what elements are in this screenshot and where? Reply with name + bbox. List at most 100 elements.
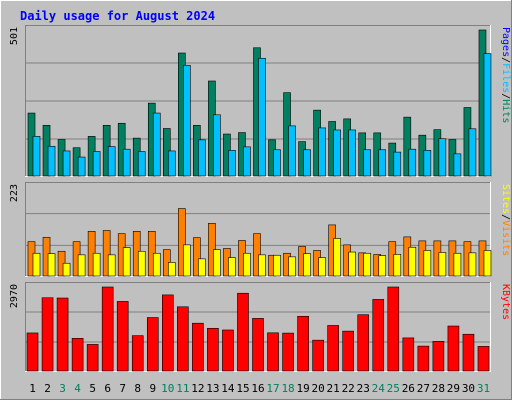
kbytes-panel: 2970 KBytes	[9, 282, 511, 372]
kbytes-bar-rect	[71, 338, 84, 372]
kbytes-bar	[372, 299, 385, 372]
kbytes-bar	[387, 286, 400, 372]
kbytes-bar-rect	[26, 332, 39, 372]
files-bar-rect	[483, 53, 492, 177]
files-bar-rect	[468, 128, 477, 177]
files-bar-rect	[243, 146, 251, 177]
kbytes-bar-rect	[462, 333, 475, 372]
x-tick-label: 4	[74, 382, 81, 395]
files-bar-rect	[348, 129, 356, 177]
files-bar	[62, 150, 71, 177]
legend-pages: Pages	[500, 27, 511, 57]
files-bar-rect	[47, 145, 56, 177]
sites-bar-rect	[243, 252, 251, 277]
kbytes-bar	[116, 301, 129, 372]
kbytes-bar-rect	[297, 315, 309, 372]
files-bar-rect	[62, 150, 71, 177]
sites-bar	[468, 252, 477, 277]
sites-bar-rect	[213, 249, 221, 277]
kbytes-bar-rect	[447, 325, 460, 372]
files-bar-rect	[378, 149, 387, 177]
kbytes-bar-rect	[282, 332, 294, 372]
sites-bar	[152, 252, 161, 277]
kbytes-bar	[297, 315, 309, 372]
files-bar	[122, 148, 131, 177]
files-bar-rect	[122, 148, 131, 177]
kbytes-bar-rect	[432, 341, 445, 372]
kbytes-bar-rect	[267, 332, 279, 372]
files-bar	[303, 149, 311, 177]
files-bar	[258, 57, 266, 177]
files-bar-rect	[107, 146, 116, 177]
sites-bar-rect	[183, 244, 191, 277]
visits-bar	[193, 237, 201, 277]
sites-bar	[183, 244, 191, 277]
files-bar-rect	[303, 149, 311, 177]
kbytes-bar-rect	[222, 329, 234, 372]
x-tick-label: 24	[372, 382, 386, 395]
kbytes-bar	[131, 335, 144, 372]
files-bar-rect	[258, 57, 266, 177]
files-bar	[483, 53, 492, 177]
files-bar-rect	[77, 156, 86, 177]
hits-files-legend-separator: /	[500, 57, 511, 63]
kbytes-bar	[207, 327, 219, 372]
files-bar	[333, 129, 341, 177]
sites-bar	[243, 252, 251, 277]
kbytes-bar-rect	[237, 292, 249, 372]
x-tick-label: 21	[327, 382, 340, 395]
kbytes-bar-rect	[402, 337, 415, 372]
files-bar-rect	[183, 64, 191, 177]
files-bar	[393, 151, 402, 177]
files-bar-rect	[393, 151, 402, 177]
x-tick-label: 1	[29, 382, 36, 395]
files-bar	[348, 129, 356, 177]
visits-sites-legend-separator: /	[500, 214, 511, 220]
x-tick-label: 11	[176, 382, 189, 395]
sites-bar	[288, 256, 296, 277]
sites-bar	[92, 252, 101, 277]
kbytes-bar	[86, 344, 99, 372]
sites-bar	[198, 258, 206, 277]
files-bar-rect	[137, 151, 146, 177]
kbytes-bar-rect	[86, 344, 99, 372]
files-bar	[468, 128, 477, 177]
kbytes-bar	[56, 297, 69, 372]
sites-bar-rect	[92, 252, 101, 277]
files-bar-rect	[92, 151, 101, 177]
kbytes-bar	[402, 337, 415, 372]
files-bar	[228, 150, 236, 177]
files-bar	[167, 150, 176, 177]
sites-bar-rect	[408, 246, 417, 277]
x-tick-label: 23	[357, 382, 370, 395]
x-tick-label: 3	[59, 382, 66, 395]
visits-bar	[102, 230, 111, 277]
sites-bar-rect	[363, 252, 372, 277]
legend-sites: Sites	[500, 184, 511, 214]
sites-bar	[62, 262, 71, 277]
kbytes-ymax-label: 2970	[9, 284, 20, 308]
kbytes-bar	[462, 333, 475, 372]
sites-bar-rect	[198, 258, 206, 277]
sites-bar	[408, 246, 417, 277]
visits-sites-panel: 223 Sites/Visits	[9, 182, 511, 277]
sites-bar-rect	[107, 254, 116, 277]
kbytes-bar	[327, 325, 339, 372]
kbytes-bar	[432, 341, 445, 372]
x-tick-label: 27	[417, 382, 430, 395]
kbytes-bar	[162, 294, 174, 372]
legend-files: Files	[500, 63, 511, 93]
files-bar-rect	[363, 149, 372, 177]
x-tick-label: 18	[281, 382, 294, 395]
sites-bar-rect	[378, 255, 387, 277]
sites-bar	[423, 250, 432, 277]
x-tick-label: 26	[402, 382, 415, 395]
kbytes-bar	[146, 317, 159, 372]
hits-files-legend: Pages/Files/Hits	[500, 27, 511, 123]
visits-bar	[178, 208, 186, 277]
kbytes-bar-rect	[312, 339, 324, 372]
x-tick-label: 15	[236, 382, 249, 395]
sites-bar	[318, 257, 326, 277]
